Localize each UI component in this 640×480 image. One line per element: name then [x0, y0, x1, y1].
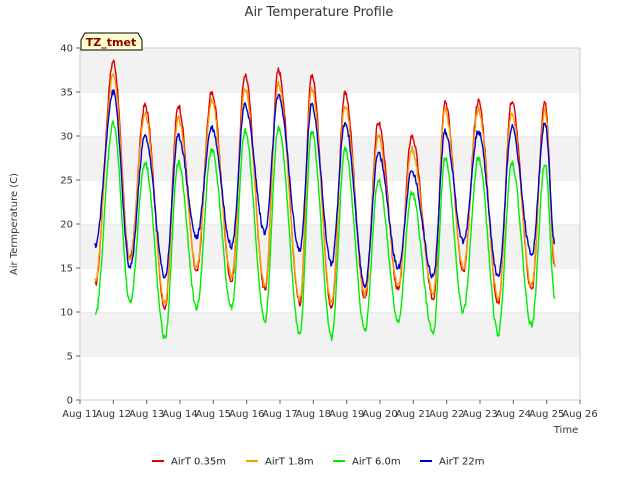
- x-tick-label: Aug 23: [462, 409, 497, 420]
- legend-label: AirT 1.8m: [265, 457, 314, 468]
- x-axis-label: Time: [553, 425, 578, 436]
- x-tick-label: Aug 18: [296, 409, 331, 420]
- x-tick-label: Aug 24: [496, 409, 531, 420]
- grid-band: [80, 92, 580, 136]
- x-tick-label: Aug 16: [229, 409, 264, 420]
- y-tick-label: 35: [60, 88, 73, 99]
- grid-band: [80, 356, 580, 400]
- chart-title: Air Temperature Profile: [245, 5, 394, 20]
- series-line-3: [94, 120, 556, 342]
- annotation-text: TZ_tmet: [86, 36, 136, 49]
- x-tick-label: Aug 11: [62, 409, 97, 420]
- annotation-tag: TZ_tmet: [80, 32, 143, 51]
- series-line-4: [94, 89, 556, 289]
- x-tick-label: Aug 20: [362, 409, 397, 420]
- y-tick-label: 15: [60, 264, 73, 275]
- x-tick-label: Aug 13: [129, 409, 164, 420]
- x-tick-label: Aug 19: [329, 409, 364, 420]
- series-lines: [94, 59, 556, 342]
- y-axis-ticks: 0 5 10 15 20 25 30 35 40: [60, 44, 80, 407]
- y-tick-label: 10: [60, 308, 73, 319]
- legend-label: AirT 6.0m: [352, 457, 401, 468]
- y-tick-label: 30: [60, 132, 73, 143]
- grid-band: [80, 136, 580, 180]
- y-tick-label: 40: [60, 44, 73, 55]
- y-tick-label: 20: [60, 220, 73, 231]
- x-tick-label: Aug 14: [162, 409, 197, 420]
- legend-label: AirT 0.35m: [171, 457, 226, 468]
- y-tick-label: 5: [67, 352, 73, 363]
- grid-band: [80, 48, 580, 92]
- x-tick-label: Aug 17: [262, 409, 297, 420]
- y-axis-label: Air Termperature (C): [9, 173, 20, 275]
- x-tick-label: Aug 22: [429, 409, 464, 420]
- x-tick-label: Aug 26: [562, 409, 597, 420]
- x-tick-label: Aug 12: [96, 409, 131, 420]
- grid-band: [80, 180, 580, 224]
- x-tick-label: Aug 25: [529, 409, 564, 420]
- grid-bands: [80, 47, 580, 400]
- x-tick-label: Aug 21: [396, 409, 431, 420]
- legend-label: AirT 22m: [439, 457, 484, 468]
- x-tick-label: Aug 15: [196, 409, 231, 420]
- legend: AirT 0.35m AirT 1.8m AirT 6.0m AirT 22m: [152, 457, 484, 468]
- annotation-box: [80, 32, 143, 51]
- y-tick-label: 0: [67, 396, 73, 407]
- y-tick-label: 25: [60, 176, 73, 187]
